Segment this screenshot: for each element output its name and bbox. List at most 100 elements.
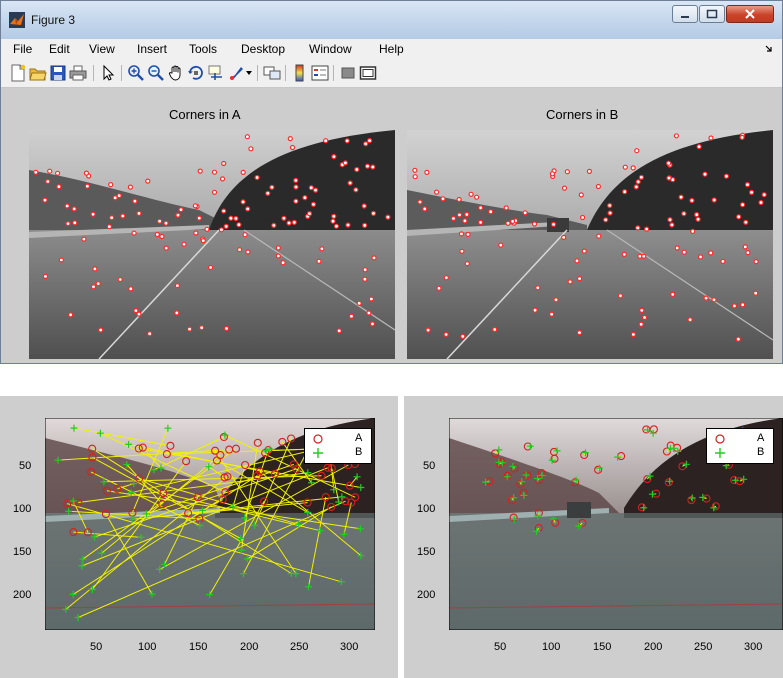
point-b-marker [330,486,338,494]
corner-marker [369,321,375,327]
maximize-button[interactable] [699,5,725,23]
corner-marker [535,285,541,291]
point-b-marker [96,429,104,437]
y-tick-200: 200 [13,589,32,601]
corner-marker [720,258,726,264]
menu-tools[interactable]: Tools [189,42,218,56]
print-icon[interactable] [69,64,87,82]
menu-edit[interactable]: Edit [49,42,70,56]
corner-marker [740,202,746,208]
corner-marker [336,328,342,334]
show-plot-tools-icon[interactable] [359,64,377,82]
link-plot-icon[interactable] [263,64,281,82]
match-line [58,449,230,461]
corner-marker [681,249,687,255]
menu-desktop[interactable]: Desktop [241,42,286,56]
point-a-marker [317,471,326,480]
point-b-marker [357,484,365,491]
colorbar-icon[interactable] [291,64,309,82]
zoom-out-icon[interactable] [147,64,165,82]
brush-icon[interactable] [227,64,245,82]
corner-marker [531,221,538,227]
point-b-marker [304,469,312,477]
point-b-marker [510,494,518,502]
corner-marker [159,233,165,240]
match-line [92,456,241,539]
corner-marker [434,189,440,195]
corner-marker [580,214,586,221]
toolbar-separator [121,65,122,81]
select-arrow-icon[interactable] [99,64,117,82]
corner-marker [753,259,759,265]
point-a-marker [292,464,301,473]
corner-marker [736,214,742,220]
corner-marker [477,219,484,226]
point-b-marker [646,472,654,480]
point-a-marker [253,471,262,480]
point-a-marker [166,441,175,450]
point-b-marker [699,493,707,501]
match-line [159,464,349,570]
corner-marker [412,174,418,180]
point-b-marker [305,583,312,591]
point-b-marker [295,520,303,528]
corner-marker [635,179,641,185]
pan-hand-icon[interactable] [167,64,185,82]
menu-help[interactable]: Help [379,42,404,56]
maximize-icon [706,9,718,19]
corner-marker [154,231,160,238]
point-b-marker [666,477,674,485]
minimize-button[interactable] [672,5,698,23]
corner-marker [633,184,639,190]
data-cursor-icon[interactable] [207,64,225,82]
point-b-marker [572,476,580,484]
menu-window[interactable]: Window [309,42,352,56]
rotate-3d-icon[interactable] [187,64,205,82]
point-a-marker [87,468,96,477]
point-a-marker [211,446,220,455]
corner-marker [92,266,98,272]
save-icon[interactable] [49,64,67,82]
y-tick-50: 50 [19,460,32,472]
corner-marker [731,303,737,309]
corner-marker [72,220,78,226]
point-b-marker [357,552,365,560]
point-b-marker [495,458,503,466]
zoom-in-icon[interactable] [127,64,145,82]
corner-marker [163,220,169,226]
open-file-icon[interactable] [29,64,47,82]
point-b-marker [74,614,82,621]
corner-marker [163,245,169,251]
corner-marker [745,249,751,256]
corner-marker [464,211,470,218]
point-b-marker [533,527,541,535]
corner-marker [181,241,187,247]
new-figure-icon[interactable] [9,64,27,82]
point-a-marker [327,502,336,511]
close-icon [745,9,755,19]
corner-marker [109,215,115,221]
corner-marker [586,168,592,175]
close-button[interactable] [726,5,774,23]
corner-marker [669,222,675,228]
corner-marker [147,331,153,337]
corner-marker [744,181,751,188]
point-b-marker [229,503,237,511]
point-a-marker [223,472,232,481]
point-a-marker [711,502,720,511]
menu-insert[interactable]: Insert [137,42,168,56]
legend-icon[interactable] [311,64,329,82]
corner-marker [219,176,226,182]
x-tick-200: 200 [644,641,663,653]
corner-marker [281,215,287,221]
title-bar[interactable]: Figure 3 [1,1,782,39]
hide-plot-tools-icon[interactable] [339,64,357,82]
dock-arrow-icon[interactable] [765,45,773,53]
menu-file[interactable]: File [13,42,33,56]
menu-view[interactable]: View [89,42,115,56]
point-a-marker [74,498,83,507]
corner-marker [302,194,308,201]
brush-dropdown-icon[interactable] [246,71,252,76]
point-a-marker [580,450,589,460]
corner-marker [211,169,218,175]
